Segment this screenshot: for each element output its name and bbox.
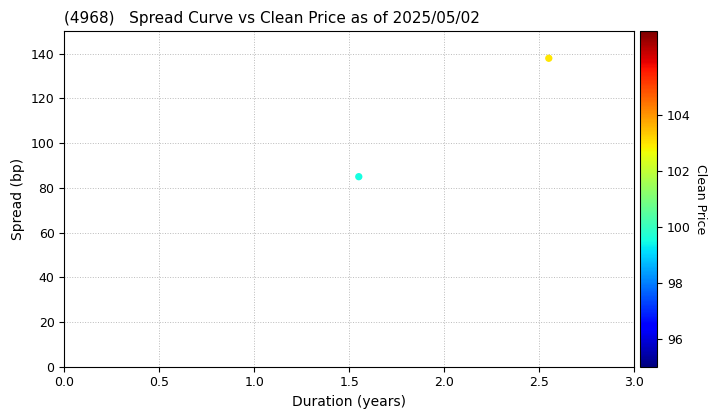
X-axis label: Duration (years): Duration (years) bbox=[292, 395, 406, 409]
Y-axis label: Spread (bp): Spread (bp) bbox=[11, 158, 25, 240]
Y-axis label: Clean Price: Clean Price bbox=[694, 164, 707, 234]
Point bbox=[353, 173, 364, 180]
Point bbox=[543, 55, 554, 62]
Text: (4968)   Spread Curve vs Clean Price as of 2025/05/02: (4968) Spread Curve vs Clean Price as of… bbox=[64, 11, 480, 26]
